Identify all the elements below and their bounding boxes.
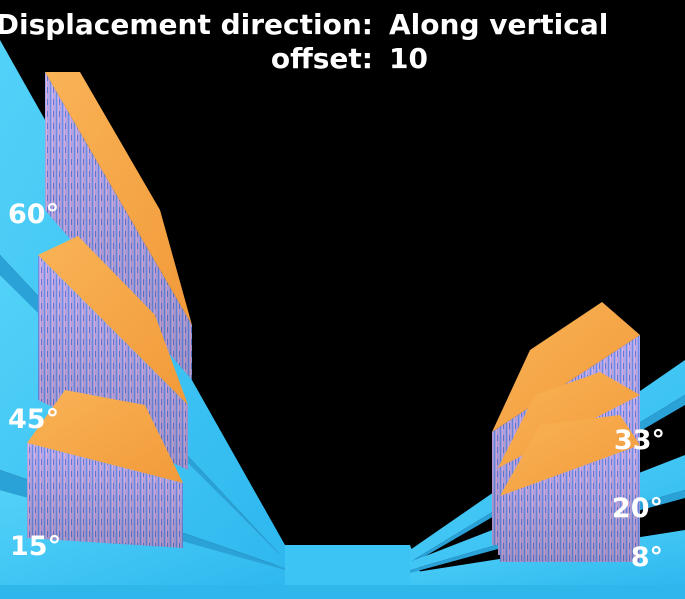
left-block-60 bbox=[45, 72, 192, 380]
header-values: Along vertical 10 bbox=[389, 8, 608, 76]
angle-label-8: 8° bbox=[630, 542, 663, 573]
angle-label-45: 45° bbox=[8, 404, 60, 435]
angle-label-15: 15° bbox=[10, 531, 62, 562]
header-labels: Displacement direction: offset: bbox=[0, 8, 373, 76]
offset-label: offset: bbox=[270, 42, 373, 75]
direction-label: Displacement direction: bbox=[0, 8, 373, 41]
right-block-8 bbox=[500, 415, 640, 562]
floor bbox=[0, 545, 685, 599]
angle-label-33: 33° bbox=[613, 425, 665, 456]
angle-label-20: 20° bbox=[611, 493, 663, 524]
direction-value: Along vertical bbox=[389, 8, 609, 41]
offset-value: 10 bbox=[389, 42, 428, 75]
angle-label-60: 60° bbox=[8, 199, 60, 230]
left-block-15 bbox=[27, 390, 183, 548]
